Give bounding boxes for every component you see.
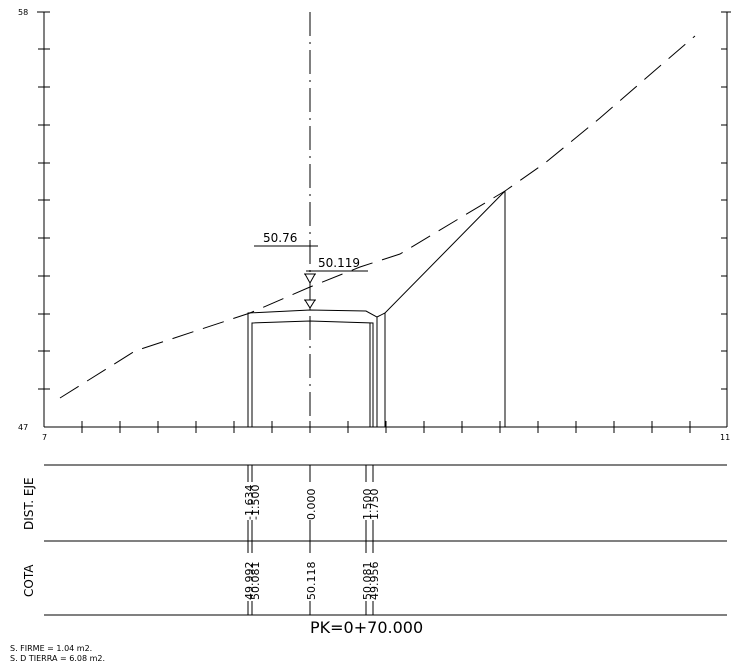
dist-value: 1.500 xyxy=(361,489,374,521)
level-marker-2 xyxy=(304,270,368,309)
level-marker-1 xyxy=(254,245,318,285)
level-value-1: 50.76 xyxy=(263,231,297,245)
dist-values: -1.634 -1.500 0.000 1.500 1.750 xyxy=(241,482,381,520)
cota-value: 50.081 xyxy=(361,562,374,601)
cota-value: 50.118 xyxy=(305,562,318,601)
cota-value: 50.081 xyxy=(249,562,262,601)
data-table-lines xyxy=(44,464,727,616)
dist-value: -1.634 xyxy=(243,485,256,520)
x-right-label: 11 xyxy=(720,433,730,442)
axis-ticks xyxy=(37,11,731,433)
y-top-label: 58 xyxy=(18,8,28,17)
cota-value: 49.956 xyxy=(368,562,381,601)
x-left-label: 7 xyxy=(42,433,47,442)
dist-value: 0.000 xyxy=(305,489,318,521)
y-bottom-label: 47 xyxy=(18,423,28,432)
dist-value: -1.500 xyxy=(249,485,262,520)
road-section xyxy=(247,190,506,427)
cota-value: 49.992 xyxy=(243,562,256,601)
dist-value: 1.750 xyxy=(368,489,381,521)
terrain-line xyxy=(59,35,696,399)
row-label-dist: DIST. EJE xyxy=(22,477,36,530)
firme-area: S. FIRME = 1.04 m2. xyxy=(10,644,92,653)
row-label-cota: COTA xyxy=(22,564,36,597)
level-value-2: 50.119 xyxy=(318,256,360,270)
section-title: PK=0+70.000 xyxy=(310,618,423,637)
cota-values: 49.992 50.081 50.118 50.081 49.956 xyxy=(241,553,381,601)
tierra-area: S. D TIERRA = 6.08 m2. xyxy=(10,654,105,663)
